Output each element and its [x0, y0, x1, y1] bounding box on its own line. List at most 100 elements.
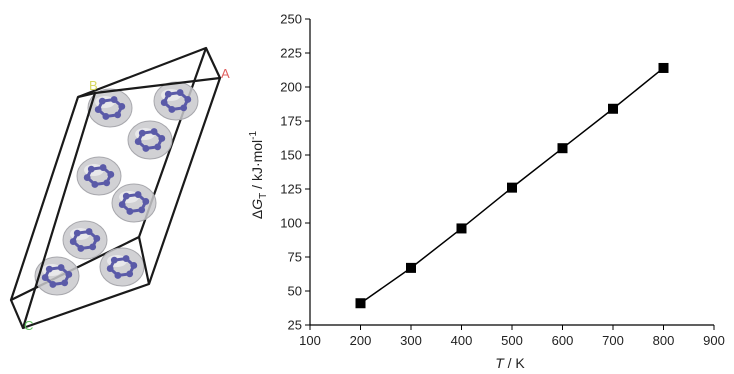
x-tick-label: 300 [400, 333, 422, 348]
molecule-atom [158, 135, 166, 142]
molecule-shell [62, 220, 108, 260]
molecule-atom [114, 272, 122, 279]
molecule-atom [69, 238, 77, 245]
molecule-shell [76, 156, 122, 196]
molecule-atom [102, 113, 110, 120]
y-tick-label: 75 [288, 250, 302, 265]
molecule [127, 120, 173, 160]
molecule-atom [122, 192, 130, 200]
axis-label-b: B [89, 78, 98, 93]
molecule-atom [73, 229, 81, 237]
data-point [456, 223, 467, 234]
cell-edge [9, 299, 25, 329]
molecule-atom [118, 103, 126, 110]
molecule-atom [41, 274, 49, 281]
molecule-shell [34, 256, 80, 296]
y-tick-label: 175 [280, 114, 302, 129]
x-tick-label: 500 [501, 333, 523, 348]
data-points [355, 62, 669, 309]
molecule-atom [99, 164, 107, 171]
axis-label-a: A [221, 66, 230, 81]
molecule-atom [184, 96, 192, 103]
molecule-atom [154, 143, 162, 151]
molecule-atom [57, 264, 65, 271]
molecule-atom [176, 89, 184, 96]
molecule-atom [91, 181, 99, 188]
y-tick-label: 50 [288, 284, 302, 299]
molecule-shell [111, 183, 157, 223]
y-axis-title-delta: Δ [249, 210, 265, 219]
data-point [406, 262, 416, 273]
y-tick-label: 225 [280, 46, 302, 61]
delta-g-chart: 100 200 300 400 500 600 700 800 900 25 50 75 100 125… [248, 12, 725, 372]
x-tick-label: 900 [703, 333, 725, 348]
molecule-group [34, 81, 199, 296]
molecule-atom [77, 245, 85, 252]
molecule-atom [164, 90, 172, 98]
molecule-shell [153, 81, 199, 121]
molecule-atom [130, 262, 138, 269]
y-tick-label: 200 [280, 80, 302, 95]
data-point [608, 103, 618, 114]
cell-edge [137, 236, 151, 285]
y-axis: 25 50 75 100 125 150 175 200 225 250 [280, 12, 311, 333]
molecule-atom [85, 228, 93, 235]
molecule-atom [65, 271, 73, 278]
molecule-atom [94, 106, 102, 113]
molecule-atom [93, 235, 101, 242]
molecule-atom [134, 191, 142, 198]
molecule-atom [180, 104, 188, 112]
y-axis-title-superscript: -1 [248, 130, 259, 139]
molecule-atom [61, 279, 69, 287]
x-axis-title-unit: / K [504, 355, 526, 371]
x-tick-label: 100 [299, 333, 321, 348]
data-point [355, 298, 366, 309]
molecule-atom [83, 174, 91, 181]
molecule-atom [45, 265, 53, 273]
y-axis-title-unit: / kJ·mol [249, 140, 265, 193]
molecule-shell [99, 247, 145, 287]
x-tick-label: 800 [653, 333, 675, 348]
molecule-atom [89, 243, 97, 251]
y-axis-title: ΔGT / kJ·mol-1 [248, 130, 269, 219]
y-tick-label: 150 [280, 148, 302, 163]
molecule-atom [114, 111, 122, 119]
molecule-atom [103, 179, 111, 187]
x-tick-label: 200 [350, 333, 372, 348]
molecule-atom [138, 206, 146, 214]
molecule [111, 183, 157, 223]
y-axis-title-symbol: G [249, 199, 265, 210]
molecule-atom [142, 145, 150, 152]
y-tick-label: 250 [280, 12, 302, 27]
y-tick-label: 125 [280, 182, 302, 197]
molecule-atom [107, 171, 115, 178]
molecule-atom [98, 97, 106, 105]
molecule-atom [126, 208, 134, 215]
cell-edge [205, 47, 221, 79]
molecule-atom [49, 281, 57, 288]
x-tick-label: 700 [602, 333, 624, 348]
molecule-atom [87, 165, 95, 173]
molecule [153, 81, 199, 121]
molecule [99, 247, 145, 287]
molecule-atom [110, 256, 118, 264]
unit-cell-frame-front [9, 47, 222, 330]
crystal-structure-illustration: A B C [9, 46, 230, 333]
axis-label-c: C [24, 318, 33, 333]
molecule-atom [110, 96, 118, 103]
y-tick-label: 25 [288, 318, 302, 333]
molecule-atom [160, 99, 168, 106]
molecule-shell [127, 120, 173, 160]
molecule-atom [138, 129, 146, 137]
x-axis-title: T / K [495, 355, 525, 371]
molecule-atom [142, 198, 150, 205]
molecule [34, 256, 80, 296]
y-tick-label: 100 [280, 216, 302, 231]
y-axis-title-subscript: T [258, 193, 269, 199]
data-point [658, 62, 669, 73]
molecule-atom [106, 265, 114, 272]
data-point [507, 182, 517, 193]
data-point [557, 143, 568, 154]
cell-edge [77, 91, 96, 99]
